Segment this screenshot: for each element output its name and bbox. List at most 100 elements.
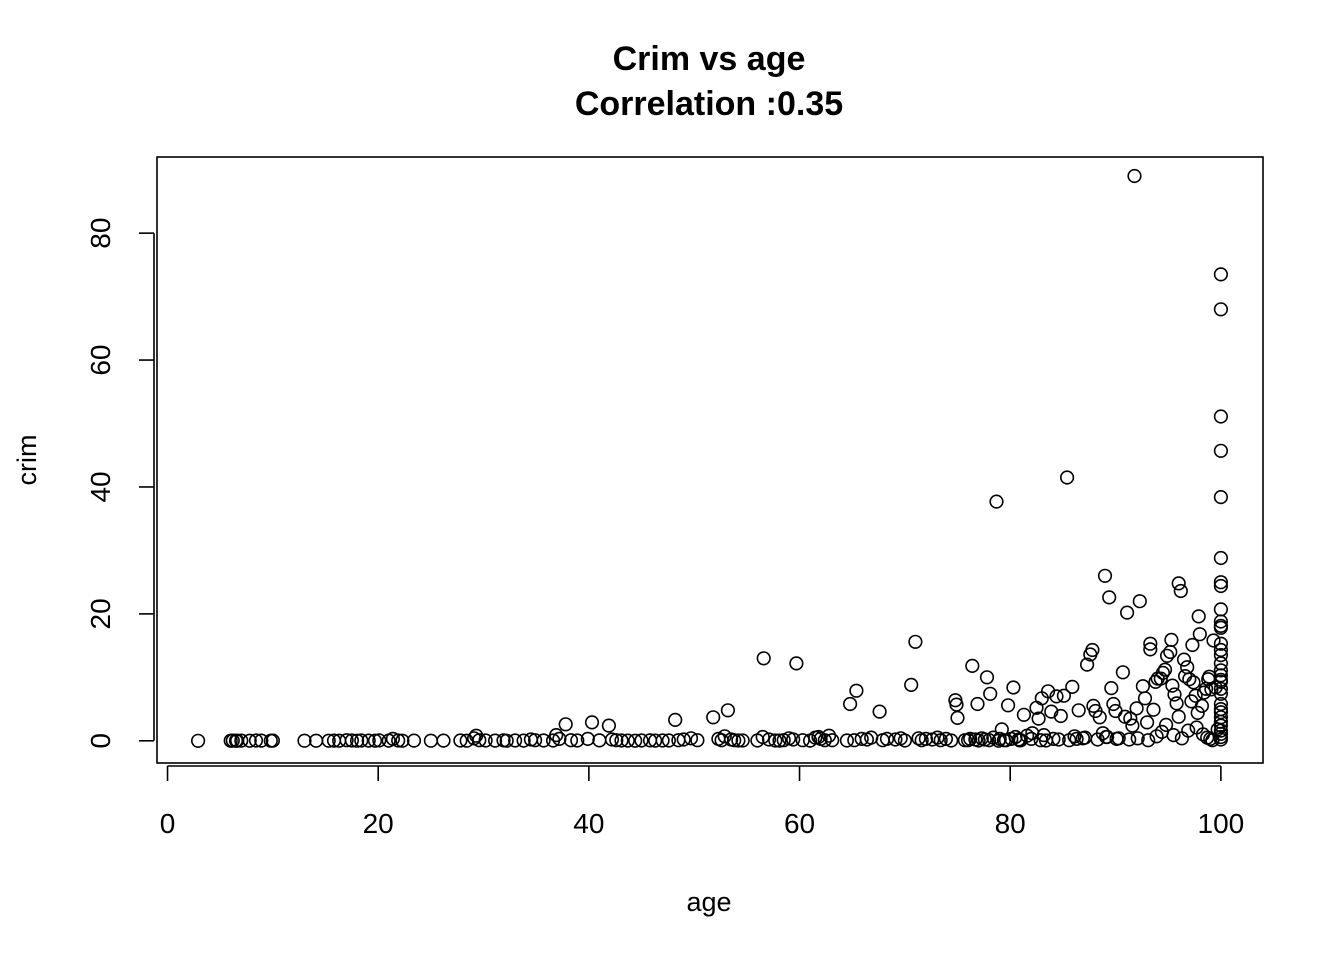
data-point xyxy=(1213,620,1228,635)
data-point xyxy=(1163,644,1178,660)
data-point xyxy=(1129,701,1144,716)
data-point xyxy=(614,733,629,748)
data-point xyxy=(897,733,913,748)
data-point xyxy=(842,696,858,712)
data-point xyxy=(1062,733,1077,748)
data-point xyxy=(1000,698,1016,713)
data-point xyxy=(1181,723,1196,738)
data-point xyxy=(879,731,895,747)
data-point xyxy=(839,733,855,748)
data-point xyxy=(472,733,487,748)
data-point xyxy=(1213,663,1228,678)
data-point xyxy=(821,728,837,743)
data-point xyxy=(888,732,903,747)
data-point xyxy=(601,718,617,733)
data-point xyxy=(1024,731,1039,747)
data-point xyxy=(1186,675,1201,690)
data-point xyxy=(1171,576,1186,591)
data-point xyxy=(1135,679,1150,694)
data-point xyxy=(930,730,945,745)
data-point xyxy=(1213,267,1228,282)
data-point xyxy=(1006,680,1021,695)
data-point xyxy=(391,733,406,748)
data-point xyxy=(592,733,607,748)
y-axis: 0 20 40 60 80 xyxy=(85,218,155,749)
data-point xyxy=(436,733,451,748)
data-point xyxy=(1012,733,1027,748)
plot-frame xyxy=(156,156,1264,764)
data-point xyxy=(570,733,585,748)
data-point xyxy=(1137,691,1153,706)
data-point xyxy=(1071,703,1086,718)
data-point xyxy=(584,715,600,730)
data-point xyxy=(683,731,699,746)
data-point xyxy=(354,733,369,748)
data-point xyxy=(944,733,959,748)
x-axis: 0 20 40 60 80 100 xyxy=(160,765,1244,839)
x-axis-label: age xyxy=(686,887,731,917)
data-point xyxy=(265,733,281,748)
data-point xyxy=(1049,689,1064,704)
data-point xyxy=(825,733,840,748)
data-point xyxy=(516,733,531,748)
data-point xyxy=(648,733,663,748)
data-point xyxy=(755,729,770,745)
data-point xyxy=(1097,568,1113,583)
data-point xyxy=(983,686,998,701)
data-point xyxy=(297,733,312,748)
data-point xyxy=(620,733,635,748)
data-point xyxy=(655,733,670,748)
data-point xyxy=(1155,665,1170,681)
data-point xyxy=(536,733,551,748)
data-point xyxy=(772,733,787,748)
data-point xyxy=(676,732,691,747)
data-point xyxy=(979,670,995,685)
data-point xyxy=(1056,688,1071,703)
data-point xyxy=(1090,732,1105,747)
data-point xyxy=(1213,443,1228,458)
data-point xyxy=(864,730,879,745)
data-point xyxy=(872,704,887,719)
data-point xyxy=(1125,718,1140,733)
data-point xyxy=(507,733,523,748)
data-point xyxy=(406,733,422,748)
data-point xyxy=(1213,409,1228,424)
data-point xyxy=(1173,583,1188,599)
data-point xyxy=(1176,652,1192,667)
data-point xyxy=(756,651,771,666)
data-point xyxy=(558,717,573,732)
data-point xyxy=(1108,703,1123,719)
data-point xyxy=(1182,672,1197,687)
data-point xyxy=(717,729,732,744)
data-point xyxy=(1213,550,1228,566)
data-point xyxy=(1115,665,1130,680)
data-point xyxy=(918,731,934,747)
data-point xyxy=(786,732,801,747)
data-point xyxy=(1069,731,1084,747)
data-point xyxy=(1127,168,1142,184)
data-point xyxy=(690,733,705,748)
data-point xyxy=(1213,681,1228,696)
data-point xyxy=(580,731,595,747)
data-point xyxy=(971,733,986,748)
data-point xyxy=(965,658,980,674)
data-point xyxy=(1059,470,1075,485)
data-point xyxy=(1191,609,1206,624)
data-point xyxy=(1177,668,1193,684)
data-point xyxy=(1146,702,1161,717)
data-point xyxy=(339,733,354,748)
data-point xyxy=(372,733,387,748)
y-tick-label: 80 xyxy=(85,218,116,249)
data-point xyxy=(1157,662,1173,677)
data-point xyxy=(1158,717,1174,733)
data-point xyxy=(963,731,978,747)
data-point xyxy=(488,733,503,748)
x-tick-label: 40 xyxy=(573,808,604,839)
chart-title: Crim vs age xyxy=(613,40,806,78)
data-point xyxy=(1143,642,1158,657)
data-point xyxy=(731,733,746,748)
data-point xyxy=(1185,637,1200,653)
data-point xyxy=(1166,727,1181,743)
data-point xyxy=(1213,686,1228,701)
data-point xyxy=(970,696,985,712)
